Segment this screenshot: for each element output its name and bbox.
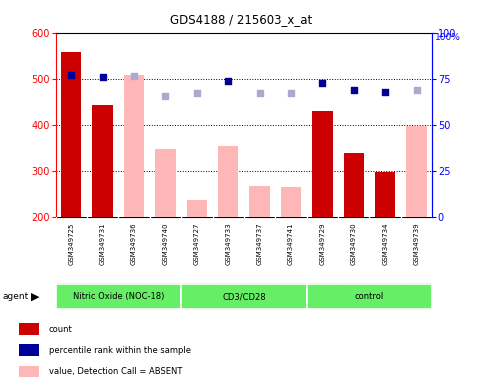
Bar [249,185,270,217]
Bar [19,366,40,377]
Text: value, Detection Call = ABSENT: value, Detection Call = ABSENT [49,367,182,376]
Text: GSM349736: GSM349736 [131,222,137,265]
Text: GSM349737: GSM349737 [256,222,263,265]
Bar [181,284,307,309]
Point [382,89,389,95]
Bar [61,53,82,217]
Bar [124,76,144,217]
Bar [92,105,113,217]
Text: control: control [355,292,384,301]
Bar [19,323,40,335]
Point [319,80,327,86]
Bar [281,187,301,217]
Point [68,73,75,79]
Text: GSM349741: GSM349741 [288,222,294,265]
Text: agent: agent [2,292,28,301]
Bar [218,146,239,217]
Point [224,78,232,84]
Text: GSM349739: GSM349739 [413,222,420,265]
Bar [155,149,176,217]
Text: count: count [49,325,72,334]
Text: GDS4188 / 215603_x_at: GDS4188 / 215603_x_at [170,13,313,26]
Text: CD3/CD28: CD3/CD28 [222,292,266,301]
Point [193,90,201,96]
Bar [375,172,396,217]
Point [99,74,107,80]
Text: GSM349725: GSM349725 [68,222,74,265]
Bar [343,153,364,217]
Bar [19,344,40,356]
Point [287,90,295,96]
Text: 100%: 100% [435,33,461,41]
Point [256,90,264,96]
Bar [307,284,432,309]
Text: GSM349733: GSM349733 [225,222,231,265]
Text: ▶: ▶ [30,291,39,302]
Text: percentile rank within the sample: percentile rank within the sample [49,346,191,355]
Text: GSM349734: GSM349734 [382,222,388,265]
Point [130,73,138,79]
Text: GSM349729: GSM349729 [319,222,326,265]
Text: GSM349730: GSM349730 [351,222,357,265]
Point [161,93,170,99]
Text: GSM349731: GSM349731 [99,222,106,265]
Text: GSM349740: GSM349740 [162,222,169,265]
Text: Nitric Oxide (NOC-18): Nitric Oxide (NOC-18) [72,292,164,301]
Bar [312,111,333,217]
Point [350,87,357,93]
Text: GSM349727: GSM349727 [194,222,200,265]
Point [412,87,420,93]
Bar [406,126,427,217]
Bar [56,284,181,309]
Bar [186,200,207,217]
